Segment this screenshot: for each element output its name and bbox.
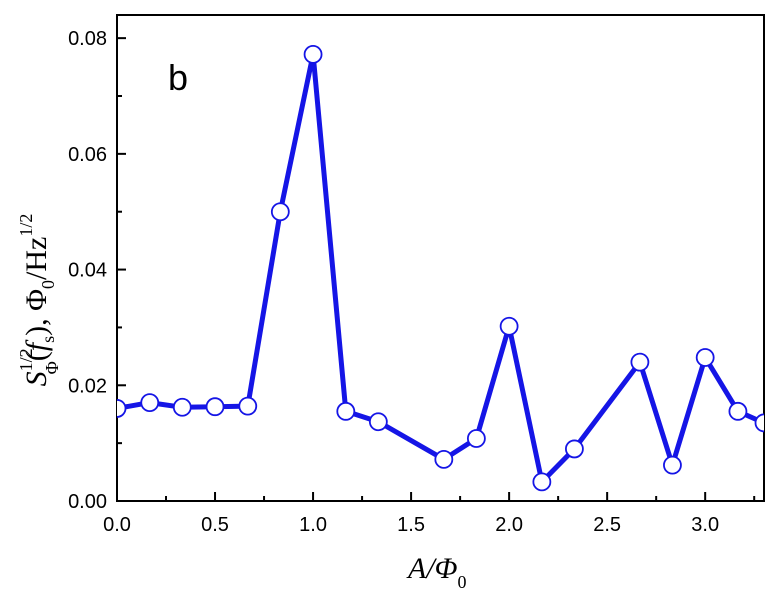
y-title-paren-close: ), Φ <box>20 289 53 336</box>
series-line <box>117 51 764 485</box>
panel-label: b <box>168 57 188 98</box>
x-axis-title: A/Φ0 <box>406 552 467 592</box>
y-title-sup1: 1/2 <box>16 348 36 371</box>
data-point <box>303 44 323 64</box>
data-point <box>368 412 388 432</box>
x-tick-label: 1.0 <box>299 514 327 536</box>
data-point <box>532 472 552 492</box>
x-tick-label: 2.5 <box>593 514 621 536</box>
data-point <box>565 439 584 459</box>
y-tick-label: 0.06 <box>68 144 107 166</box>
y-tick-label: 0.00 <box>68 491 107 513</box>
y-tick-label: 0.08 <box>68 28 107 50</box>
y-title-sub-s: s <box>38 336 58 343</box>
data-point <box>270 202 290 222</box>
y-title-sup2: 1/2 <box>16 214 36 237</box>
data-point <box>117 399 127 418</box>
data-point <box>499 316 519 336</box>
y-tick-label: 0.02 <box>68 375 107 397</box>
ticks: 0.0 0.5 1.0 1.5 2.0 2.5 3.0 0.00 0.02 0.04 0.06 0.0… <box>68 28 756 536</box>
x-tick-label: 1.5 <box>397 514 425 536</box>
data-point <box>238 396 258 416</box>
x-axis-title-sub: 0 <box>458 572 467 592</box>
data-point <box>695 348 715 367</box>
y-title-sub0: 0 <box>38 280 58 289</box>
data-point <box>434 449 454 469</box>
y-title-s: S <box>20 371 53 386</box>
y-title-hz: /Hz <box>20 237 53 280</box>
y-tick-label: 0.04 <box>68 260 107 282</box>
data-point <box>754 413 764 433</box>
x-tick-label: 2.0 <box>495 514 523 536</box>
data-point <box>466 429 486 448</box>
data-point <box>630 352 650 372</box>
series-group <box>117 44 764 492</box>
x-tick-label: 0.0 <box>103 514 131 536</box>
y-title-paren-open: ( <box>20 351 53 361</box>
y-title-sub1: Φ <box>42 361 62 374</box>
data-point <box>172 397 192 417</box>
x-tick-label: 3.0 <box>691 514 719 536</box>
data-point <box>205 397 225 417</box>
x-tick-label: 0.5 <box>201 514 229 536</box>
y-axis-title: S1/2 Φ(fs), Φ0/Hz1/2 <box>16 214 62 387</box>
data-point <box>728 401 748 421</box>
data-point <box>663 455 682 475</box>
x-axis-title-main: A/Φ <box>406 552 458 585</box>
data-point <box>140 393 160 413</box>
data-point <box>336 401 356 421</box>
plot-frame <box>116 14 765 502</box>
